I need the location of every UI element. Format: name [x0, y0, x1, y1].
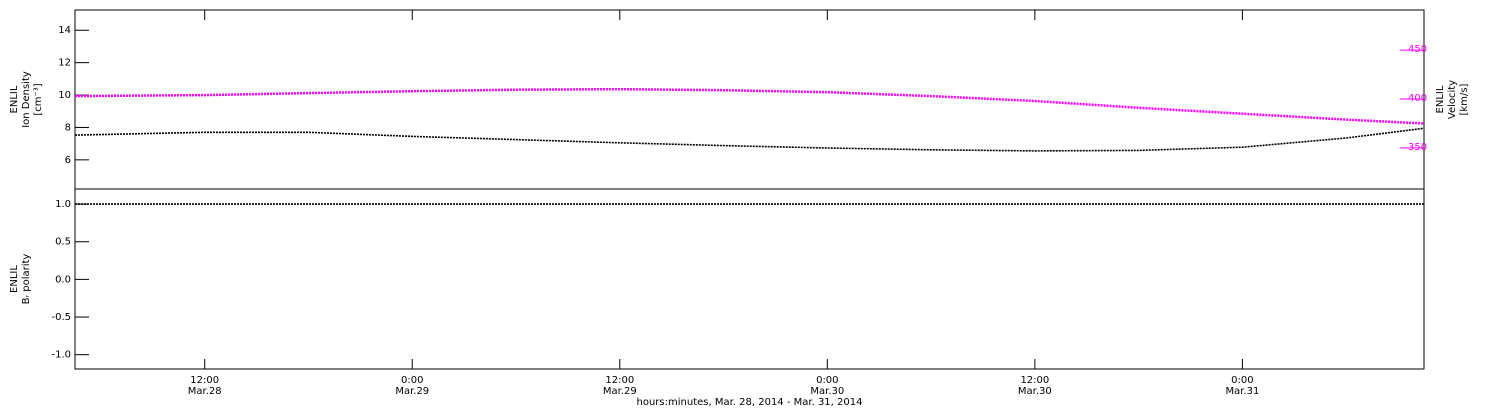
y-tick-label: 8	[65, 122, 71, 133]
y2-axis-label: [km/s]	[1459, 83, 1470, 115]
x-tick-label: 12:00	[190, 375, 219, 386]
y2-tick-label: 350	[1408, 142, 1427, 153]
x-tick-label: Mar.31	[1225, 386, 1259, 397]
y-tick-label: 0.0	[55, 274, 71, 285]
y-tick-label: 14	[58, 25, 71, 36]
x-tick-label: 12:00	[1020, 375, 1049, 386]
y-tick-label: 12	[58, 58, 71, 69]
y-axis-label: Ion Density	[21, 71, 32, 128]
y-tick-label: -0.5	[51, 312, 71, 323]
y-axis-label: [cm⁻³]	[33, 83, 44, 115]
y2-tick-label: 450	[1408, 44, 1427, 55]
y-axis-label: ENLIL	[9, 85, 20, 113]
panel-frame	[74, 188, 1425, 370]
x-tick-label: Mar.29	[603, 386, 637, 397]
y-tick-label: 1.0	[55, 199, 71, 210]
y2-tick-label: 400	[1408, 93, 1427, 104]
x-axis-label: hours:minutes, Mar. 28, 2014 - Mar. 31, …	[637, 397, 863, 408]
x-tick-label: 0:00	[1231, 375, 1253, 386]
x-tick-label: 0:00	[816, 375, 838, 386]
y-axis-label: ENLIL	[9, 265, 20, 293]
y-tick-label: -1.0	[51, 350, 71, 361]
series-line	[74, 87, 1425, 125]
x-tick-label: Mar.28	[188, 386, 222, 397]
y-tick-label: 0.5	[55, 237, 71, 248]
x-tick-label: 0:00	[401, 375, 423, 386]
y-tick-label: 6	[65, 155, 71, 166]
x-tick-label: Mar.30	[810, 386, 844, 397]
y2-axis-label: ENLIL	[1435, 85, 1446, 113]
x-tick-label: Mar.30	[1018, 386, 1052, 397]
series-line	[74, 127, 1425, 152]
x-tick-label: 12:00	[605, 375, 634, 386]
x-tick-label: Mar.29	[395, 386, 429, 397]
y-tick-label: 10	[58, 90, 71, 101]
y2-axis-label: Velocity	[1447, 80, 1458, 119]
panel-frame	[74, 9, 1425, 190]
y-axis-label: Bᵣ polarity	[21, 254, 32, 305]
